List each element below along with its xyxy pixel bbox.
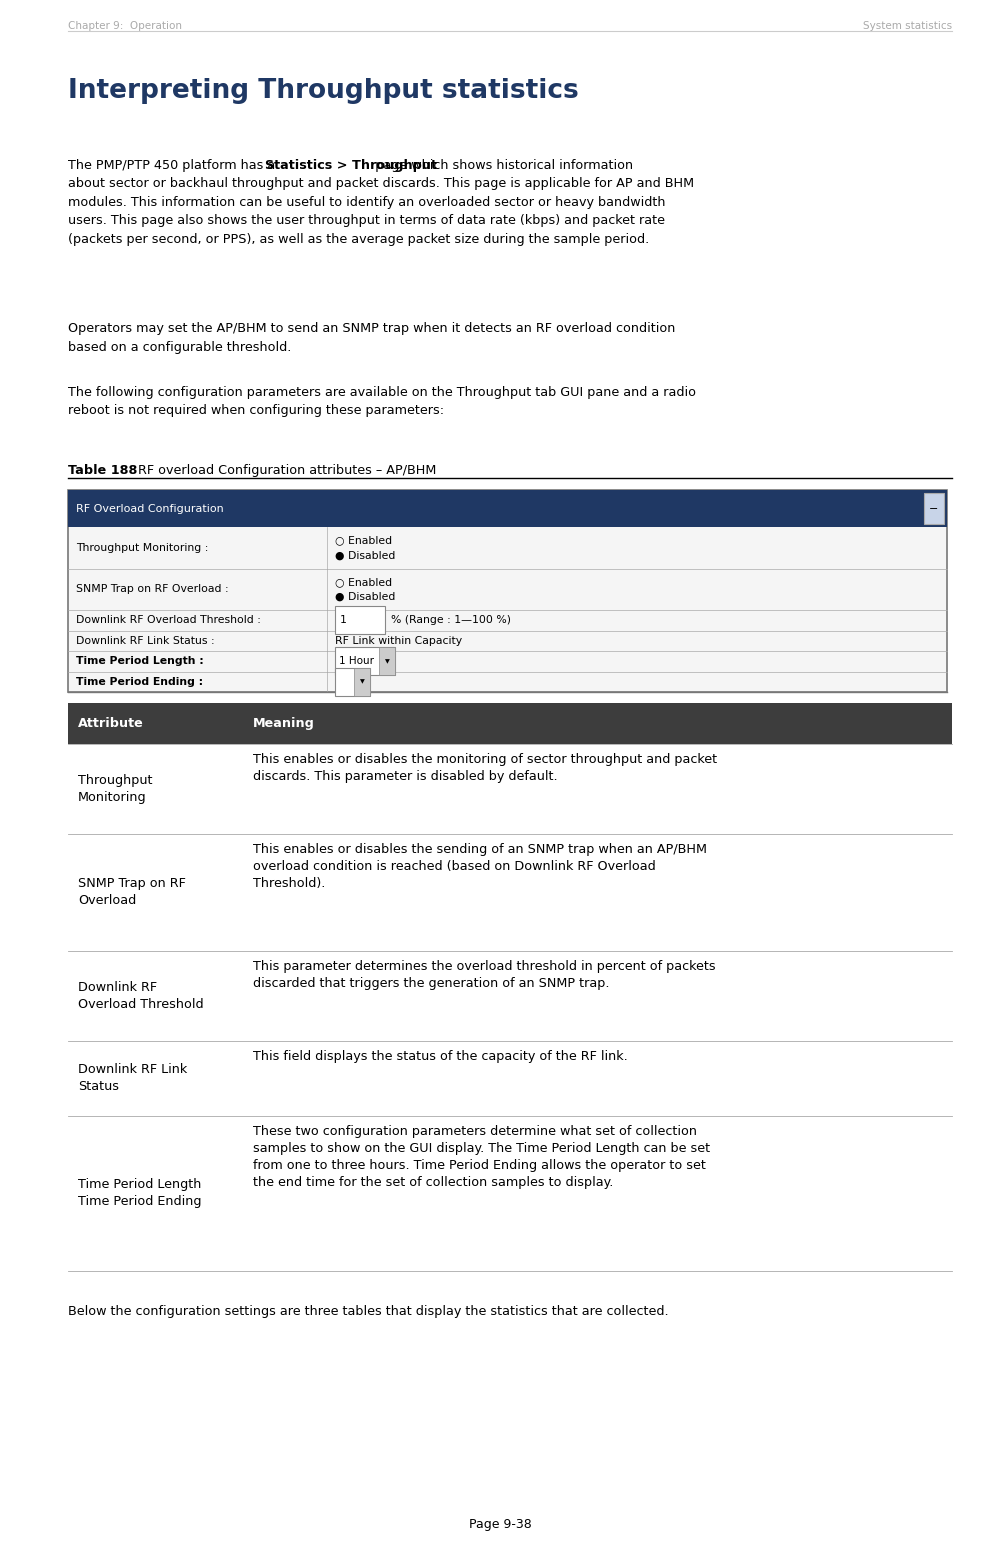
Text: ● Disabled: ● Disabled <box>335 591 396 602</box>
Text: Time Period Length :: Time Period Length : <box>76 657 204 666</box>
Text: This enables or disables the sending of an SNMP trap when an AP/BHM
overload con: This enables or disables the sending of … <box>253 843 707 890</box>
Bar <box>68 490 947 527</box>
Text: Throughput Monitoring :: Throughput Monitoring : <box>76 543 208 552</box>
Text: Below the configuration settings are three tables that display the statistics th: Below the configuration settings are thr… <box>68 1305 669 1318</box>
Text: 1: 1 <box>339 615 346 626</box>
Text: SNMP Trap on RF
Overload: SNMP Trap on RF Overload <box>78 878 186 907</box>
Text: Interpreting Throughput statistics: Interpreting Throughput statistics <box>68 78 579 104</box>
Bar <box>68 703 952 744</box>
Text: ▼: ▼ <box>385 660 390 664</box>
Bar <box>335 607 385 635</box>
Text: The PMP/PTP 450 platform has a                         page which shows historic: The PMP/PTP 450 platform has a page whic… <box>68 159 694 246</box>
Text: RF Link within Capacity: RF Link within Capacity <box>335 636 462 646</box>
Text: The following configuration parameters are available on the Throughput tab GUI p: The following configuration parameters a… <box>68 386 696 417</box>
Bar <box>924 493 944 524</box>
Text: This field displays the status of the capacity of the RF link.: This field displays the status of the ca… <box>253 1050 628 1063</box>
Bar <box>335 647 395 675</box>
Text: Page 9-38: Page 9-38 <box>469 1519 531 1531</box>
Text: Time Period Ending :: Time Period Ending : <box>76 677 203 688</box>
Text: 1 Hour: 1 Hour <box>339 657 374 666</box>
Bar <box>335 668 370 696</box>
Text: Operators may set the AP/BHM to send an SNMP trap when it detects an RF overload: Operators may set the AP/BHM to send an … <box>68 322 675 353</box>
Text: Downlink RF Link
Status: Downlink RF Link Status <box>78 1063 187 1094</box>
Text: −: − <box>929 504 939 513</box>
Text: RF overload Configuration attributes – AP/BHM: RF overload Configuration attributes – A… <box>134 464 436 476</box>
Bar <box>379 647 395 675</box>
Text: ● Disabled: ● Disabled <box>335 551 396 560</box>
Text: Chapter 9:  Operation: Chapter 9: Operation <box>68 20 182 31</box>
Text: Time Period Length
Time Period Ending: Time Period Length Time Period Ending <box>78 1178 202 1209</box>
Bar <box>354 668 370 696</box>
Text: This parameter determines the overload threshold in percent of packets
discarded: This parameter determines the overload t… <box>253 960 716 990</box>
Text: ○ Enabled: ○ Enabled <box>335 535 392 546</box>
Text: % (Range : 1—100 %): % (Range : 1—100 %) <box>391 615 511 626</box>
Text: Attribute: Attribute <box>78 717 144 730</box>
Text: Meaning: Meaning <box>253 717 315 730</box>
Bar <box>68 490 947 692</box>
Text: Downlink RF Overload Threshold :: Downlink RF Overload Threshold : <box>76 615 261 626</box>
Text: Statistics > Throughput: Statistics > Throughput <box>265 159 437 171</box>
Text: RF Overload Configuration: RF Overload Configuration <box>76 504 224 513</box>
Text: Table 188: Table 188 <box>68 464 137 476</box>
Text: This enables or disables the monitoring of sector throughput and packet
discards: This enables or disables the monitoring … <box>253 753 717 783</box>
Text: ▼: ▼ <box>360 680 365 685</box>
Text: Downlink RF Link Status :: Downlink RF Link Status : <box>76 636 215 646</box>
Text: System statistics: System statistics <box>863 20 952 31</box>
Text: Downlink RF
Overload Threshold: Downlink RF Overload Threshold <box>78 980 204 1011</box>
Text: ○ Enabled: ○ Enabled <box>335 577 392 587</box>
Text: SNMP Trap on RF Overload :: SNMP Trap on RF Overload : <box>76 585 229 594</box>
Text: Throughput
Monitoring: Throughput Monitoring <box>78 773 152 804</box>
Text: These two configuration parameters determine what set of collection
samples to s: These two configuration parameters deter… <box>253 1125 710 1189</box>
